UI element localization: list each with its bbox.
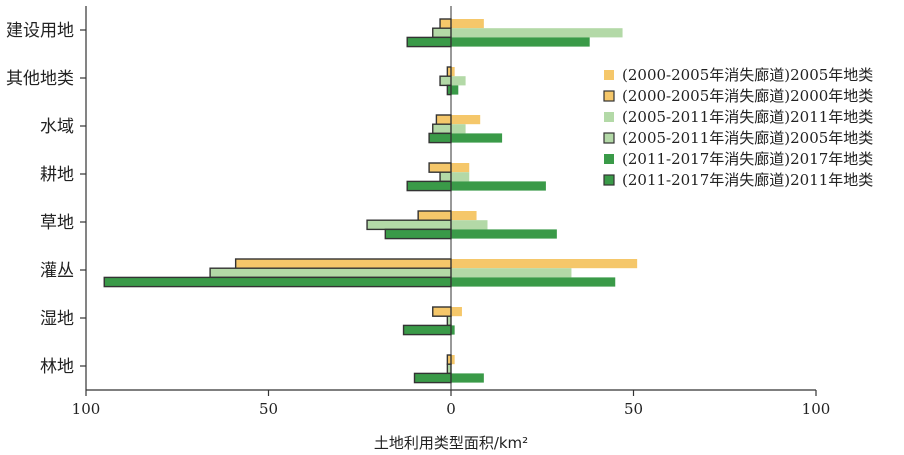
- bar-林地-series-6: [413, 372, 452, 384]
- bar-灌丛-series-4: [209, 267, 452, 279]
- bar-湿地-series-4: [446, 315, 452, 327]
- x-tick-label: 100: [802, 400, 831, 418]
- bar-灌丛-series-6: [103, 276, 452, 288]
- bar-建设用地-series-3: [451, 28, 623, 38]
- bar-草地-series-6: [384, 228, 452, 240]
- legend: (2000-2005年消失廊道)2005年地类 (2000-2005年消失廊道)2…: [603, 66, 873, 189]
- bar-耕地-series-3: [451, 172, 470, 182]
- bar-灌丛-series-3: [451, 268, 572, 278]
- legend-swatch: [603, 174, 615, 186]
- bar-耕地-series-2: [428, 162, 452, 173]
- legend-label: (2000-2005年消失廊道)2005年地类: [622, 66, 873, 84]
- bar-灌丛-series-5: [451, 277, 616, 287]
- bar-湿地-series-6: [402, 324, 452, 336]
- bar-耕地-series-6: [406, 180, 452, 192]
- legend-swatch: [604, 112, 614, 122]
- bar-草地-series-1: [451, 211, 477, 221]
- bar-耕地-series-1: [451, 163, 470, 173]
- bar-草地-series-3: [451, 220, 488, 230]
- bar-灌丛-series-2: [234, 258, 452, 269]
- bar-建设用地-series-5: [451, 37, 590, 47]
- bar-林地-series-1: [451, 355, 455, 365]
- bar-湿地-series-5: [451, 325, 455, 335]
- legend-label: (2000-2005年消失廊道)2000年地类: [622, 87, 873, 105]
- bar-建设用地-series-4: [432, 27, 452, 39]
- bar-草地-series-2: [417, 210, 452, 221]
- bar-草地-series-5: [451, 229, 557, 239]
- bar-林地-series-2: [446, 354, 452, 365]
- x-tick-label: 50: [259, 400, 278, 418]
- bar-湿地-series-2: [432, 306, 452, 317]
- legend-label: (2011-2017年消失廊道)2011年地类: [622, 171, 873, 189]
- legend-label: (2011-2017年消失廊道)2017年地类: [622, 150, 873, 168]
- category-label: 草地: [40, 213, 74, 233]
- bar-其他地类-series-2: [446, 66, 452, 77]
- category-label: 林地: [40, 357, 74, 377]
- bar-林地-series-5: [451, 373, 484, 383]
- legend-label: (2005-2011年消失廊道)2011年地类: [622, 108, 873, 126]
- bar-耕地-series-5: [451, 181, 546, 191]
- legend-swatch: [603, 90, 615, 102]
- x-tick-label: 50: [624, 400, 643, 418]
- x-tick-label: 100: [72, 400, 101, 418]
- bar-水域-series-6: [428, 132, 452, 144]
- x-tick-label: 0: [446, 400, 456, 418]
- bar-其他地类-series-6: [446, 84, 452, 96]
- bar-林地-series-4: [446, 363, 452, 375]
- category-label: 其他地类: [6, 69, 74, 89]
- category-label: 水域: [40, 117, 74, 137]
- bar-灌丛-series-1: [451, 259, 638, 269]
- bar-草地-series-4: [366, 219, 452, 231]
- category-label: 建设用地: [6, 21, 74, 41]
- bar-其他地类-series-1: [451, 67, 455, 77]
- bar-其他地类-series-5: [451, 85, 459, 95]
- bar-建设用地-series-6: [406, 36, 452, 48]
- legend-swatch: [603, 132, 615, 144]
- bar-水域-series-4: [432, 123, 452, 135]
- category-label: 湿地: [40, 309, 74, 329]
- bars-layer: [103, 18, 638, 384]
- legend-swatch: [604, 70, 614, 80]
- bar-其他地类-series-3: [451, 76, 466, 86]
- x-axis-title: 土地利用类型面积/km²: [374, 434, 528, 452]
- bar-耕地-series-4: [439, 171, 452, 183]
- legend-label: (2005-2011年消失廊道)2005年地类: [622, 129, 873, 147]
- bar-水域-series-3: [451, 124, 466, 134]
- bar-湿地-series-1: [451, 307, 462, 317]
- bar-建设用地-series-2: [439, 18, 452, 29]
- bar-水域-series-1: [451, 115, 481, 125]
- bar-其他地类-series-4: [439, 75, 452, 87]
- category-label: 灌丛: [40, 261, 74, 281]
- category-label: 耕地: [40, 165, 74, 185]
- bar-建设用地-series-1: [451, 19, 484, 29]
- bar-水域-series-5: [451, 133, 503, 143]
- bar-水域-series-2: [435, 114, 452, 125]
- legend-swatch: [604, 154, 614, 164]
